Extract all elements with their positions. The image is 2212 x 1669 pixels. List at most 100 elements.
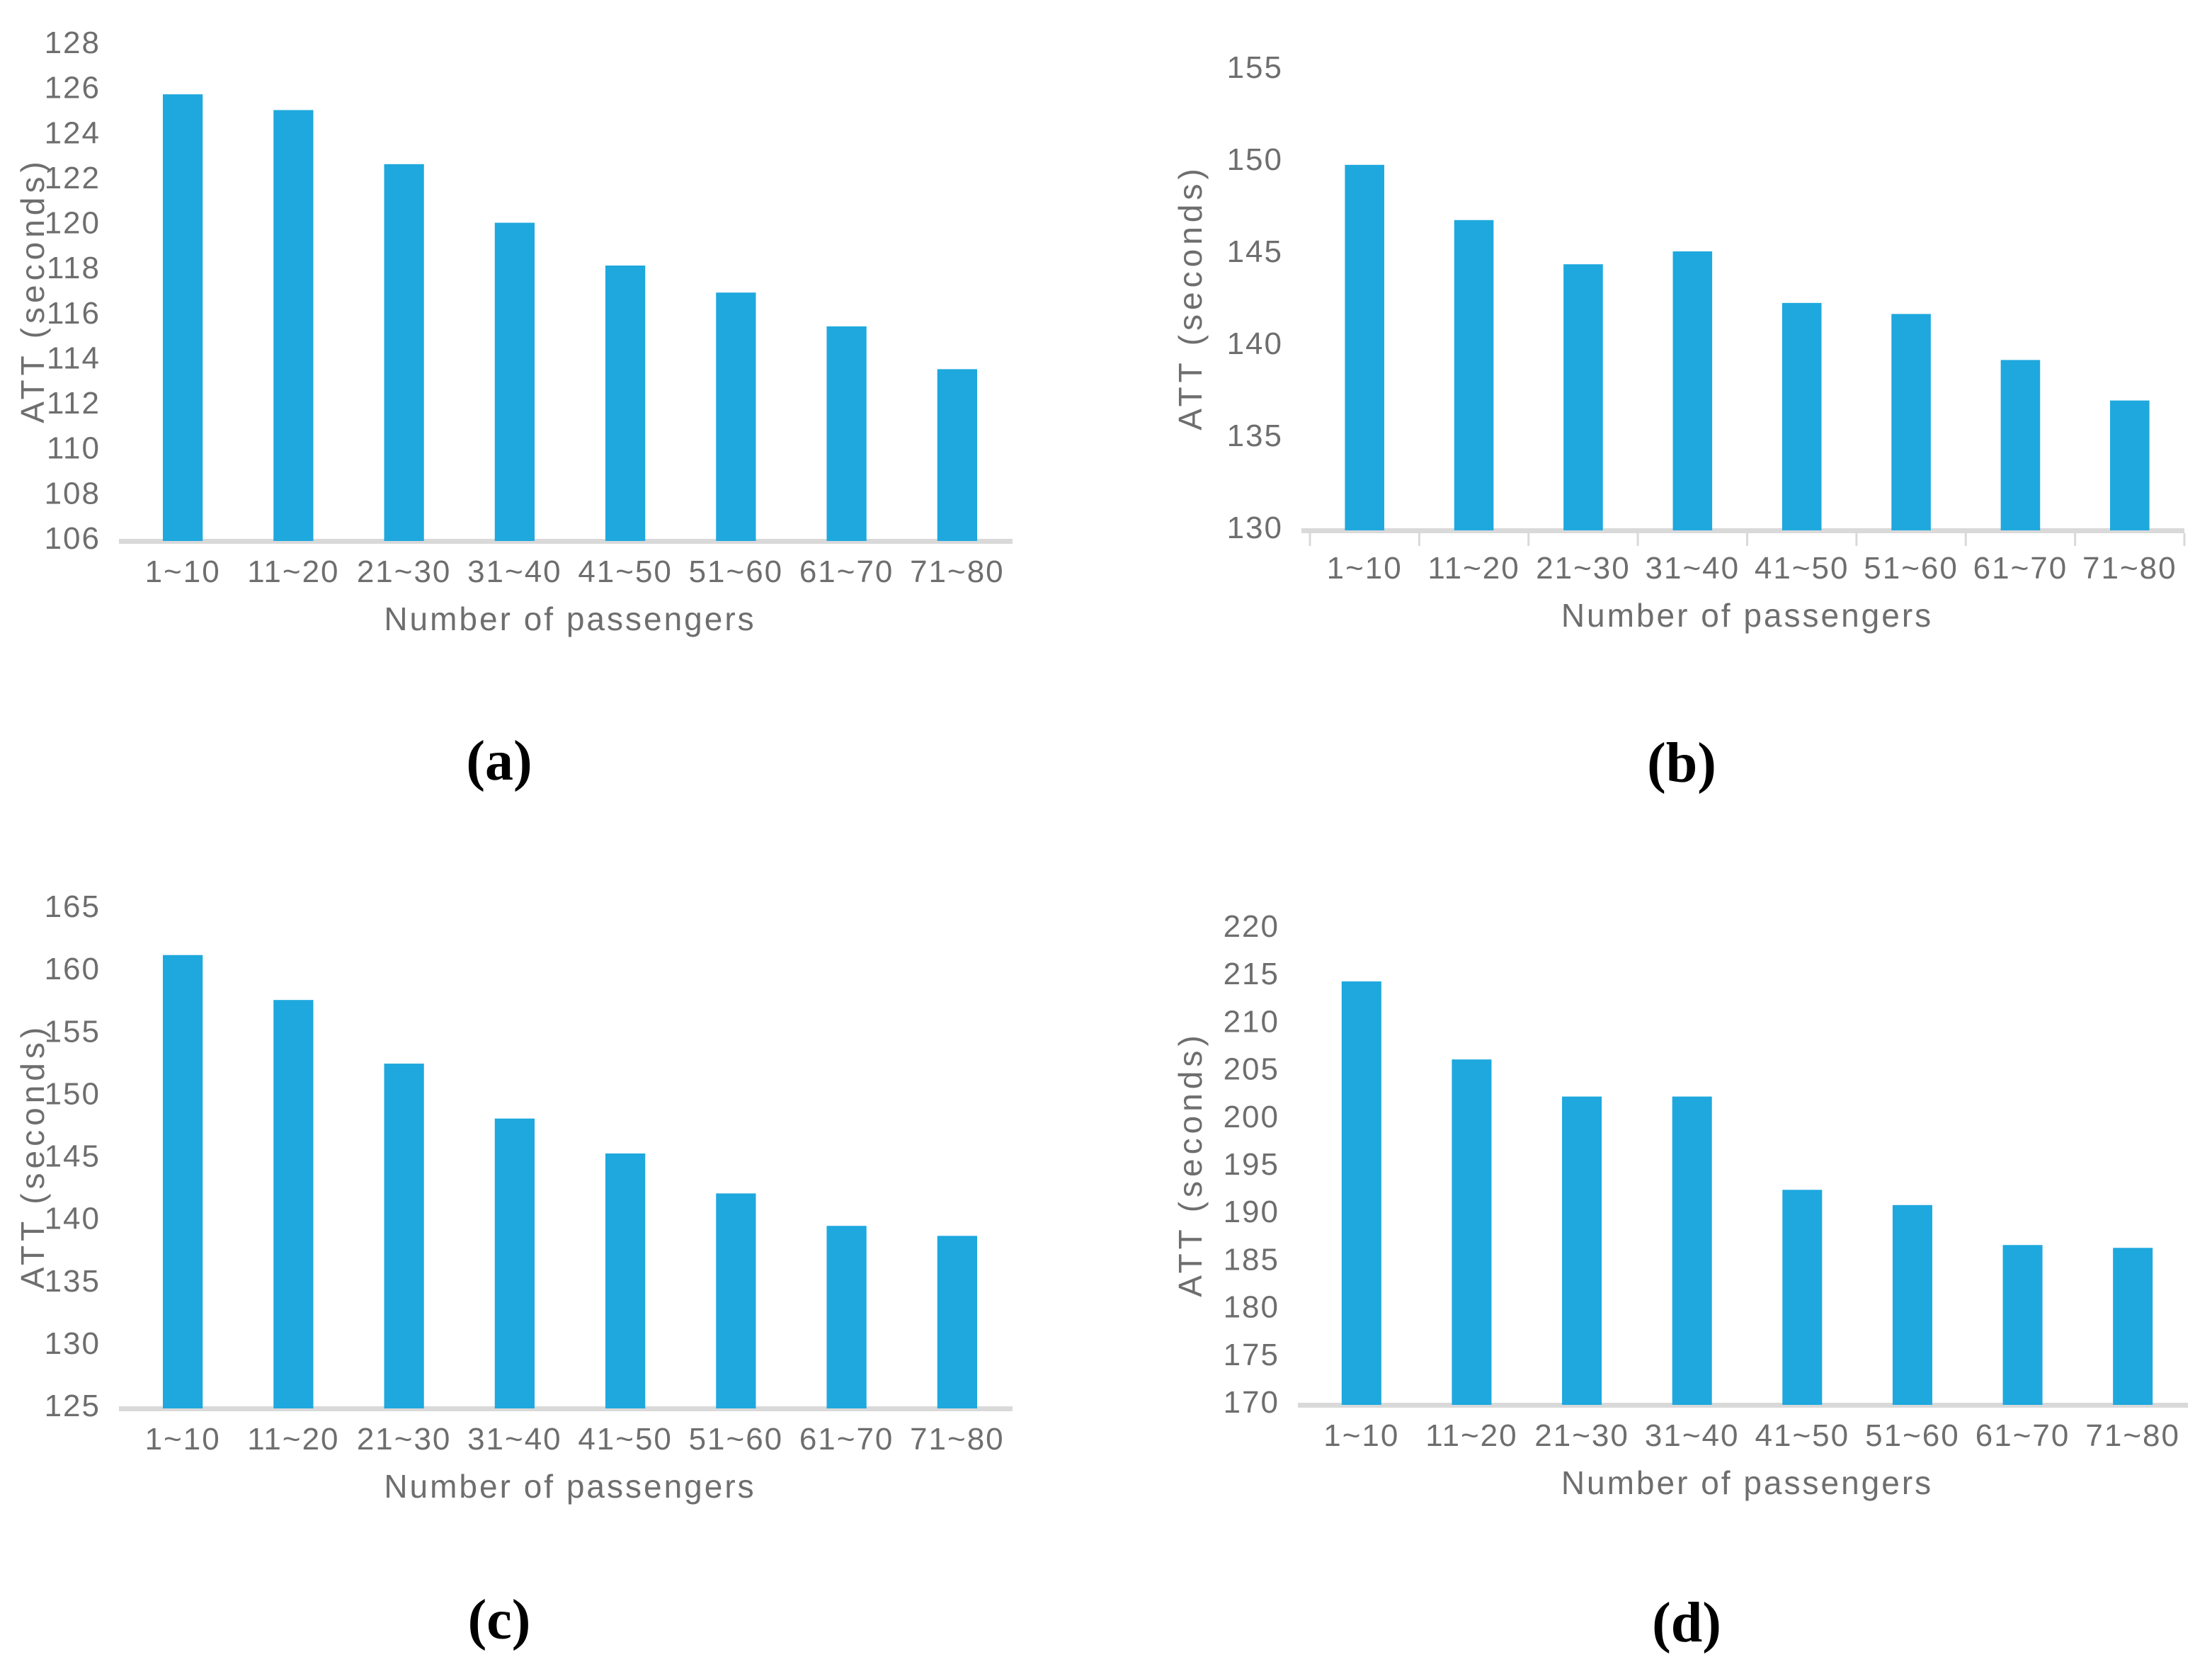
x-axis-line bbox=[119, 539, 1013, 544]
x-tick-label: 71~80 bbox=[2085, 1418, 2180, 1453]
x-tick-label: 61~70 bbox=[799, 1422, 894, 1457]
x-tick-label: 41~50 bbox=[1755, 551, 1849, 586]
bar bbox=[494, 1118, 535, 1408]
x-axis-title: Number of passengers bbox=[1561, 1464, 1933, 1501]
x-tick-label: 71~80 bbox=[910, 554, 1005, 589]
y-tick-label: 135 bbox=[1227, 418, 1283, 453]
y-tick-label: 175 bbox=[1224, 1338, 1279, 1372]
x-tick-label: 1~10 bbox=[145, 554, 221, 589]
y-tick-label: 140 bbox=[1227, 326, 1283, 361]
y-tick-label: 124 bbox=[45, 115, 101, 150]
x-tick-label: 21~30 bbox=[357, 554, 452, 589]
bar-chart-a: 106 108 110 112 114 116 118 120 122 124 126 128 ATT … bbox=[14, 25, 1013, 637]
bar bbox=[1454, 220, 1494, 530]
bar bbox=[1891, 314, 1931, 530]
y-axis-title: ATT (seconds) bbox=[1172, 164, 1209, 430]
bar-chart-c: 125 130 135 140 145 150 155 160 165 ATT (seconds)… bbox=[14, 889, 1013, 1505]
x-tick-label: 51~60 bbox=[689, 554, 784, 589]
bar bbox=[1345, 164, 1384, 531]
x-tick-label: 1~10 bbox=[1327, 551, 1403, 586]
y-tick-label: 160 bbox=[45, 952, 101, 986]
bar bbox=[826, 326, 867, 541]
y-tick-label: 215 bbox=[1224, 957, 1279, 991]
y-tick-label: 155 bbox=[1227, 50, 1283, 85]
bar bbox=[163, 94, 203, 541]
y-tick-label: 106 bbox=[45, 521, 101, 556]
subfigure-caption-b: (b) bbox=[1647, 732, 1716, 794]
bar bbox=[716, 292, 756, 541]
y-tick-label: 110 bbox=[47, 431, 101, 466]
x-tick-label: 51~60 bbox=[1864, 551, 1959, 586]
bar-chart-d: 170 175 180 185 190 195 200 205 210 215 220 ATT (se… bbox=[1172, 909, 2188, 1501]
x-axis-title: Number of passengers bbox=[384, 1468, 756, 1505]
x-tick-label: 21~30 bbox=[1534, 1418, 1629, 1453]
bar bbox=[384, 164, 424, 541]
y-tick-label: 130 bbox=[45, 1326, 101, 1361]
bar bbox=[1341, 981, 1381, 1405]
bar bbox=[1452, 1059, 1492, 1405]
x-axis-line bbox=[119, 1406, 1013, 1411]
y-tick-label: 210 bbox=[1224, 1004, 1279, 1039]
bar bbox=[2113, 1248, 2153, 1405]
y-tick-label: 190 bbox=[1224, 1195, 1279, 1229]
x-axis-title: Number of passengers bbox=[1561, 597, 1933, 634]
x-tick-label: 11~20 bbox=[247, 1422, 339, 1457]
x-tick-label: 41~50 bbox=[578, 1422, 673, 1457]
bar bbox=[1672, 1096, 1712, 1405]
y-tick-label: 145 bbox=[45, 1139, 101, 1174]
subfigure-caption-d: (d) bbox=[1652, 1592, 1721, 1654]
x-tick-label: 61~70 bbox=[1973, 551, 2068, 586]
y-tick-label: 195 bbox=[1224, 1147, 1279, 1182]
bar bbox=[163, 955, 203, 1408]
bar bbox=[937, 1236, 977, 1408]
y-tick-label: 150 bbox=[1227, 142, 1283, 177]
x-tick-label: 1~10 bbox=[1323, 1418, 1399, 1453]
y-tick-label: 185 bbox=[1224, 1242, 1279, 1277]
y-tick-label: 125 bbox=[45, 1389, 101, 1423]
subfigure-caption-a: (a) bbox=[466, 730, 532, 792]
y-tick-label: 116 bbox=[47, 296, 101, 331]
bar-chart-b: 130 135 140 145 150 155 ATT (seconds) 1~10 11~20… bbox=[1172, 50, 2186, 634]
x-tick-label: 51~60 bbox=[1865, 1418, 1960, 1453]
y-tick-label: 126 bbox=[45, 71, 101, 106]
x-axis-line bbox=[1298, 1403, 2188, 1408]
bar bbox=[1672, 251, 1713, 530]
y-axis-title: ATT (seconds) bbox=[14, 157, 51, 423]
y-tick-label: 135 bbox=[45, 1264, 101, 1299]
x-tick-label: 31~40 bbox=[1645, 1418, 1740, 1453]
x-tick-label: 71~80 bbox=[910, 1422, 1005, 1457]
bar bbox=[2002, 1245, 2043, 1405]
y-tick-label: 165 bbox=[45, 889, 101, 924]
bar bbox=[605, 266, 646, 541]
bar bbox=[1782, 1190, 1823, 1405]
x-tick-label: 31~40 bbox=[467, 1422, 562, 1457]
x-tick-label: 61~70 bbox=[1976, 1418, 2070, 1453]
y-tick-label: 145 bbox=[1227, 234, 1283, 269]
y-tick-label: 122 bbox=[45, 161, 101, 195]
y-tick-label: 108 bbox=[45, 476, 101, 511]
bar bbox=[1781, 302, 1822, 530]
x-tick-label: 21~30 bbox=[1536, 551, 1631, 586]
y-tick-label: 155 bbox=[45, 1014, 101, 1049]
bar bbox=[826, 1226, 867, 1408]
bar bbox=[1563, 264, 1603, 530]
y-tick-label: 205 bbox=[1224, 1052, 1279, 1087]
y-tick-label: 180 bbox=[1224, 1290, 1279, 1325]
y-tick-label: 120 bbox=[45, 206, 101, 241]
x-tick-label: 11~20 bbox=[247, 554, 339, 589]
x-tick-label: 1~10 bbox=[145, 1422, 221, 1457]
y-tick-label: 128 bbox=[45, 25, 101, 60]
bar bbox=[1562, 1096, 1602, 1405]
y-axis-title: ATT (seconds) bbox=[14, 1023, 51, 1289]
y-axis-title: ATT (seconds) bbox=[1172, 1031, 1209, 1297]
bar bbox=[937, 369, 977, 541]
bar bbox=[2110, 400, 2150, 530]
y-tick-label: 118 bbox=[47, 251, 101, 285]
x-tick-label: 31~40 bbox=[1646, 551, 1740, 586]
y-tick-label: 112 bbox=[47, 386, 101, 421]
bar bbox=[1892, 1204, 1932, 1405]
x-tick-label: 71~80 bbox=[2082, 551, 2177, 586]
x-axis-title: Number of passengers bbox=[384, 600, 756, 637]
bar bbox=[384, 1064, 424, 1408]
